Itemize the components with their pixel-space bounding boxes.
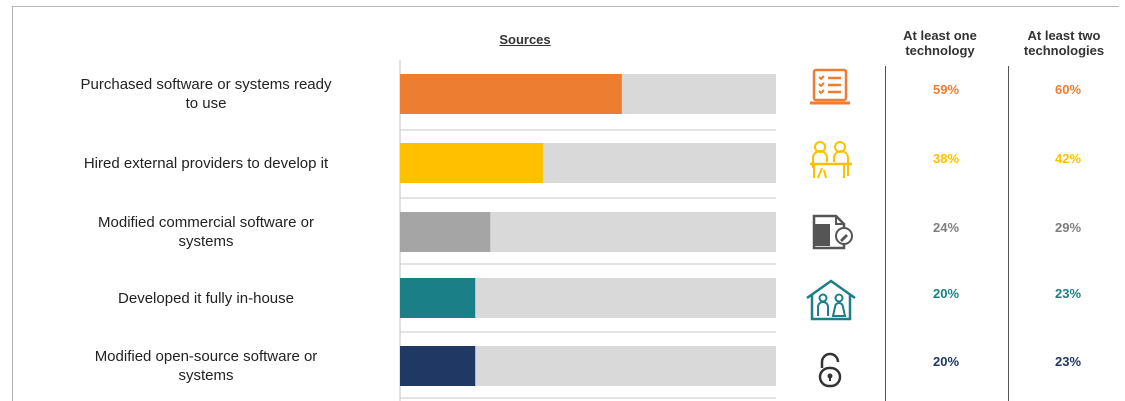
column-header-line: At least one [903,28,977,43]
column-divider [885,66,886,401]
pct-at-least-two: 29% [1054,220,1082,235]
category-label: Developed it fully in-house [22,289,390,308]
bar [400,212,491,252]
category-label: Modified open-source software or systems [22,347,390,385]
pct-at-least-two: 42% [1054,151,1082,166]
pct-at-least-one: 38% [932,151,960,166]
pct-at-least-two: 60% [1054,82,1082,97]
column-header-at-least-two: At least two technologies [1004,28,1124,58]
category-label-line: Hired external providers to develop it [83,154,329,172]
category-label-line: Developed it fully in-house [118,289,294,307]
bar [400,74,622,114]
chart-title: Sources [499,32,551,47]
column-header-at-least-one: At least one technology [880,28,1000,58]
category-label-line: to use [185,95,227,112]
column-divider [1008,66,1009,401]
category-label: Modified commercial software or systems [22,213,390,251]
category-label: Purchased software or systems ready to us… [22,75,390,113]
column-header-line: technologies [1023,43,1105,58]
category-label-line: systems [178,233,234,250]
bar [400,346,476,386]
category-label-line: Modified commercial software or [98,214,314,231]
pct-at-least-one: 59% [932,82,960,97]
pct-at-least-one: 20% [932,286,960,301]
pct-at-least-two: 23% [1054,286,1082,301]
bar [400,143,543,183]
house-family-icon [804,278,858,322]
category-label-line: Purchased software or systems ready [80,76,332,93]
people-at-desk-icon [804,138,858,182]
unlocked-padlock-icon [804,350,858,394]
column-header-line: technology [905,43,975,58]
pct-at-least-one: 24% [932,220,960,235]
bar-chart [399,60,776,401]
category-label-line: Modified open-source software or [94,348,318,365]
category-label: Hired external providers to develop it [22,154,390,173]
frame-left-border [12,6,13,401]
pct-at-least-two: 23% [1054,354,1082,369]
category-label-line: systems [178,367,234,384]
bar [400,278,476,318]
frame-top-border [12,6,1119,7]
document-edit-icon [804,210,858,254]
pct-at-least-one: 20% [932,354,960,369]
checklist-icon [804,66,858,110]
column-header-line: At least two [1027,28,1101,43]
